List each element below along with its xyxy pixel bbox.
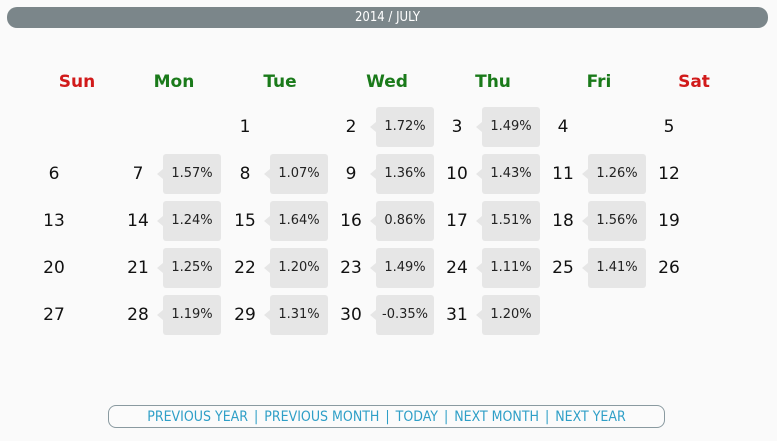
nav-separator: | <box>385 408 390 425</box>
day-number[interactable]: 31 <box>446 305 468 325</box>
calendar-navigation: PREVIOUS YEAR | PREVIOUS MONTH | TODAY |… <box>108 405 665 428</box>
weekday-header-thu: Thu <box>475 72 511 92</box>
day-number[interactable]: 7 <box>132 164 144 184</box>
day-number[interactable]: 11 <box>552 164 574 184</box>
day-number[interactable]: 15 <box>234 211 256 231</box>
day-number[interactable]: 29 <box>234 305 256 325</box>
day-number[interactable]: 3 <box>451 117 463 137</box>
day-number[interactable]: 28 <box>127 305 149 325</box>
day-number[interactable]: 1 <box>239 117 251 137</box>
day-percentage-badge: 1.20% <box>264 248 328 288</box>
day-number[interactable]: 6 <box>48 164 60 184</box>
next-year-link[interactable]: NEXT YEAR <box>555 408 626 425</box>
day-percentage-badge: 1.49% <box>370 248 434 288</box>
day-percentage-badge: 1.25% <box>157 248 221 288</box>
day-number[interactable]: 4 <box>557 117 569 137</box>
day-number[interactable]: 25 <box>552 258 574 278</box>
day-percentage-badge: 0.86% <box>370 201 434 241</box>
previous-month-link[interactable]: PREVIOUS MONTH <box>264 408 380 425</box>
day-percentage-badge: 1.24% <box>157 201 221 241</box>
day-percentage-badge: 1.11% <box>476 248 540 288</box>
day-percentage-badge: 1.41% <box>582 248 646 288</box>
day-number[interactable]: 10 <box>446 164 468 184</box>
weekday-header-sat: Sat <box>678 72 710 92</box>
day-percentage-badge: 1.31% <box>264 295 328 335</box>
day-number[interactable]: 17 <box>446 211 468 231</box>
next-month-link[interactable]: NEXT MONTH <box>454 408 540 425</box>
day-percentage-badge: 1.49% <box>476 107 540 147</box>
weekday-header-tue: Tue <box>263 72 297 92</box>
day-percentage-badge: 1.56% <box>582 201 646 241</box>
day-number[interactable]: 9 <box>345 164 357 184</box>
weekday-header-mon: Mon <box>153 72 195 92</box>
day-number[interactable]: 19 <box>658 211 680 231</box>
day-number[interactable]: 26 <box>658 258 680 278</box>
day-percentage-badge: 1.26% <box>582 154 646 194</box>
day-number[interactable]: 5 <box>663 117 675 137</box>
day-number[interactable]: 18 <box>552 211 574 231</box>
previous-year-link[interactable]: PREVIOUS YEAR <box>147 408 249 425</box>
month-title-bar: 2014 / JULY <box>7 7 768 28</box>
day-percentage-badge: 1.57% <box>157 154 221 194</box>
day-number[interactable]: 14 <box>127 211 149 231</box>
day-number[interactable]: 24 <box>446 258 468 278</box>
day-number[interactable]: 21 <box>127 258 149 278</box>
day-percentage-badge: 1.36% <box>370 154 434 194</box>
day-number[interactable]: 22 <box>234 258 256 278</box>
day-percentage-badge: 1.51% <box>476 201 540 241</box>
day-number[interactable]: 2 <box>345 117 357 137</box>
nav-separator: | <box>443 408 449 425</box>
day-number[interactable]: 8 <box>239 164 251 184</box>
day-percentage-badge: 1.07% <box>264 154 328 194</box>
day-number[interactable]: 13 <box>43 211 65 231</box>
day-number[interactable]: 16 <box>340 211 362 231</box>
day-percentage-badge: 1.43% <box>476 154 540 194</box>
today-link[interactable]: TODAY <box>395 408 438 425</box>
day-number[interactable]: 23 <box>340 258 362 278</box>
day-number[interactable]: 12 <box>658 164 680 184</box>
month-title: 2014 / JULY <box>354 10 421 25</box>
day-percentage-badge: 1.20% <box>476 295 540 335</box>
day-number[interactable]: 20 <box>43 258 65 278</box>
day-number[interactable]: 30 <box>340 305 362 325</box>
day-percentage-badge: 1.19% <box>157 295 221 335</box>
weekday-header-wed: Wed <box>366 72 408 92</box>
day-percentage-badge: 1.64% <box>264 201 328 241</box>
nav-separator: | <box>254 408 259 425</box>
weekday-header-sun: Sun <box>58 72 96 92</box>
weekday-header-fri: Fri <box>586 72 612 92</box>
day-number[interactable]: 27 <box>43 305 65 325</box>
nav-separator: | <box>545 408 550 425</box>
day-percentage-badge: 1.72% <box>370 107 434 147</box>
day-percentage-badge: -0.35% <box>370 295 434 335</box>
